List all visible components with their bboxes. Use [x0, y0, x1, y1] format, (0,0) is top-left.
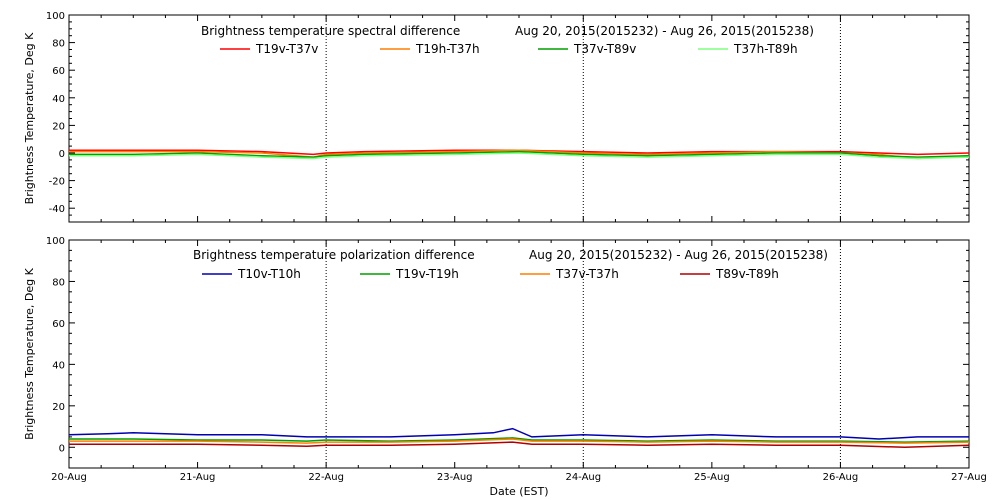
y-tick-label: 100 — [46, 11, 65, 22]
series-line-t19v-t19h — [69, 437, 969, 443]
legend-label: T19v-T19h — [395, 267, 459, 281]
y-tick-label: 80 — [52, 39, 65, 50]
series-line-t10v-t10h — [69, 427, 969, 440]
series-line-t37v-t89v — [69, 150, 969, 158]
x-tick-label: 24-Aug — [565, 472, 601, 483]
series-line-t37h-t89h — [69, 152, 969, 160]
y-tick-label: 40 — [52, 94, 65, 105]
x-axis-title: Date (EST) — [489, 485, 548, 498]
x-tick-label: 22-Aug — [308, 472, 344, 483]
y-tick-label: -20 — [49, 177, 65, 188]
series-group — [69, 149, 969, 160]
chart-date-range: Aug 20, 2015(2015232) - Aug 26, 2015(201… — [529, 248, 828, 262]
legend-label: T10v-T10h — [237, 267, 301, 281]
x-tick-label: 27-Aug — [951, 472, 987, 483]
y-axis-title: Brightness Temperature, Deg K — [23, 267, 36, 439]
y-tick-label: 40 — [52, 360, 65, 371]
x-tick-label: 26-Aug — [823, 472, 859, 483]
legend-label: T89v-T89h — [715, 267, 779, 281]
series-group — [69, 427, 969, 449]
y-tick-label: -40 — [49, 204, 65, 215]
panel-1: -40 -20 0 20 40 60 80 100 Brightness Temperature… — [23, 11, 970, 223]
panel-2: 0 20 40 60 80 100 20-Aug 21-Aug 22-Aug 23-Aug 24-A… — [23, 236, 987, 483]
series-line-t37v-t37h — [69, 438, 969, 444]
y-tick-label: 0 — [59, 149, 65, 160]
legend-label: T19h-T37h — [415, 42, 480, 56]
x-tick-label: 23-Aug — [437, 472, 473, 483]
y-tick-label: 60 — [52, 319, 65, 330]
series-line-t89v-t89h — [69, 441, 969, 449]
y-tick-label: 100 — [46, 236, 65, 247]
y-tick-label: 60 — [52, 66, 65, 77]
y-tick-label: 20 — [52, 121, 65, 132]
x-tick-label: 21-Aug — [180, 472, 216, 483]
chart-title: Brightness temperature polarization diff… — [193, 248, 475, 262]
legend-label: T19v-T37v — [255, 42, 318, 56]
legend-label: T37h-T89h — [733, 42, 798, 56]
y-tick-label: 20 — [52, 402, 65, 413]
x-tick-label: 25-Aug — [694, 472, 730, 483]
y-tick-label: 0 — [59, 443, 65, 454]
x-tick-label: 20-Aug — [51, 472, 87, 483]
y-axis-title: Brightness Temperature, Deg K — [23, 32, 36, 204]
y-tick-label: 80 — [52, 277, 65, 288]
legend-label: T37v-T89v — [573, 42, 636, 56]
chart-date-range: Aug 20, 2015(2015232) - Aug 26, 2015(201… — [515, 24, 814, 38]
legend-label: T37v-T37h — [555, 267, 619, 281]
chart-title: Brightness temperature spectral differen… — [201, 24, 460, 38]
